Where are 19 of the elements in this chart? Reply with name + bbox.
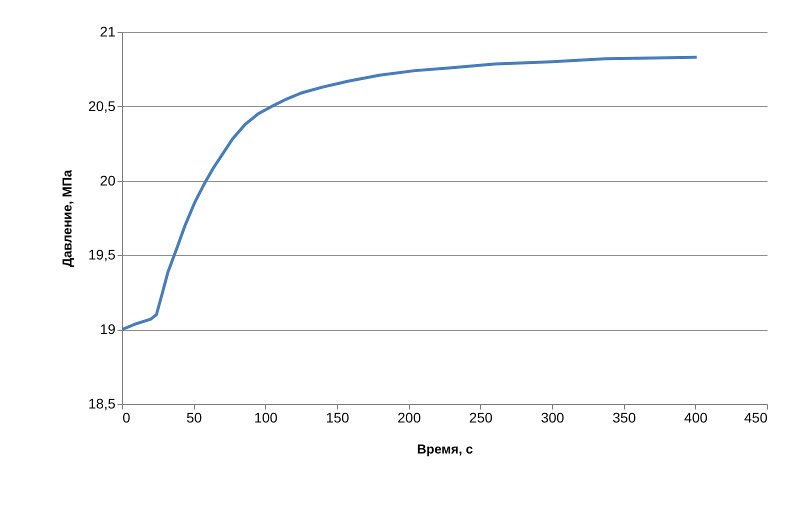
x-tick-label: 0 (122, 410, 130, 426)
y-tick-label: 19,5 (88, 246, 116, 263)
x-tick-label: 250 (469, 410, 493, 426)
x-tick-label: 350 (612, 410, 636, 426)
x-tick-label: 100 (254, 410, 278, 426)
x-tick-label: 150 (326, 410, 350, 426)
x-tick-label: 400 (684, 410, 708, 426)
y-tick-label: 20 (100, 172, 116, 188)
x-axis-title: Время, с (416, 442, 474, 456)
x-tick-label: 300 (540, 410, 564, 426)
x-tick-label: 450 (744, 410, 768, 426)
y-axis-title: Давление, МПа (59, 169, 74, 268)
y-tick-label: 20,5 (88, 98, 116, 114)
line-series (122, 56, 698, 332)
x-tick-label: 50 (186, 410, 202, 426)
y-tick-label: 18,5 (88, 396, 116, 412)
y-tick-label: 19 (100, 321, 116, 338)
x-tick-label: 200 (397, 410, 422, 426)
y-tick-label: 21 (100, 24, 116, 40)
